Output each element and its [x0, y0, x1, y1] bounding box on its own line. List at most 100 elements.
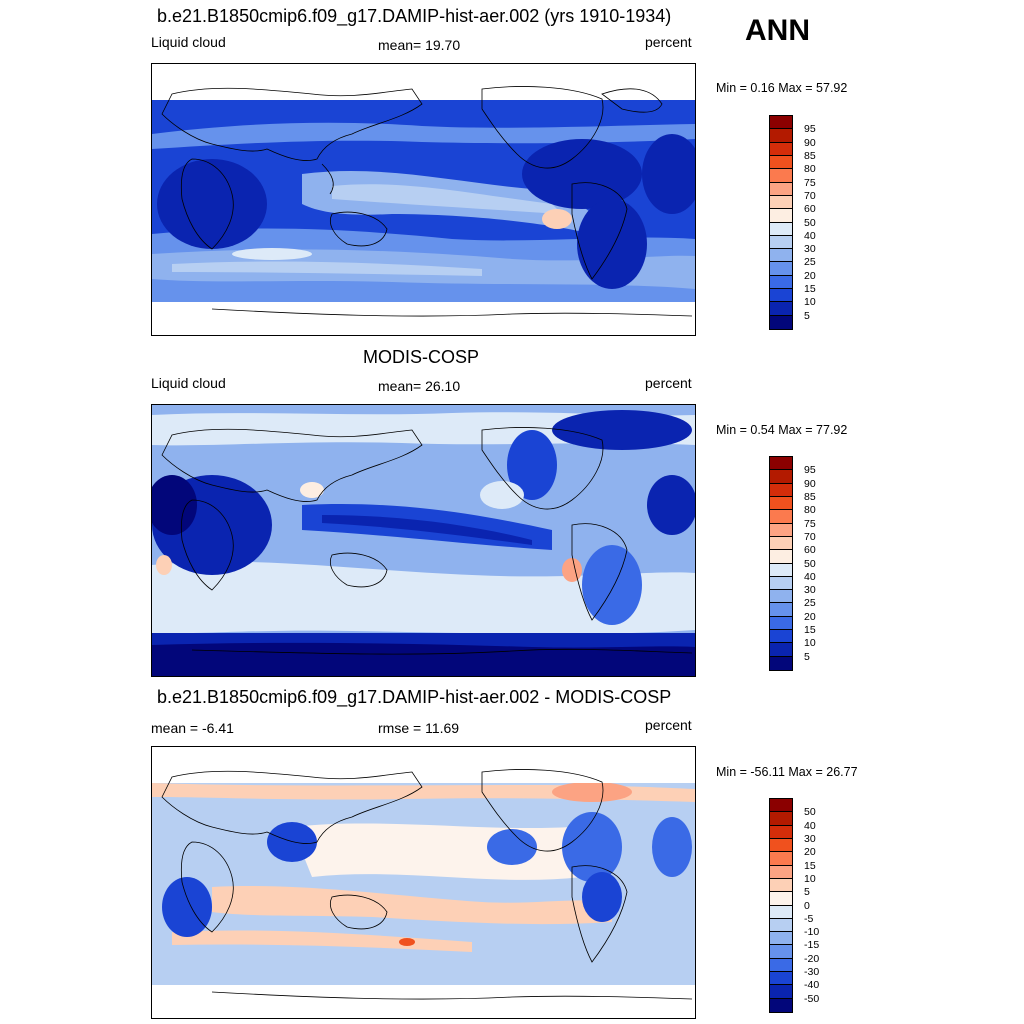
colorbar-swatch [770, 302, 792, 316]
field-band [172, 930, 472, 952]
colorbar-swatch [770, 905, 792, 919]
colorbar-tick-label: 5 [804, 650, 810, 663]
field-core [487, 829, 537, 865]
panel-3-colorbar: 50 40 30 20 15 10 5 0 -5 -10 -15 -20 -30 -40 -50 [769, 798, 819, 1013]
colorbar-swatch [770, 865, 792, 879]
colorbar-tick-label: 85 [804, 490, 816, 503]
colorbar-tick-label: -50 [804, 992, 820, 1005]
colorbar-swatch [770, 142, 792, 156]
colorbar-swatch [770, 289, 792, 303]
panel-1-map [151, 63, 696, 336]
colorbar-swatch [770, 182, 792, 196]
field-core [582, 545, 642, 625]
panel-1-colorbar: 95 90 85 80 75 70 60 50 40 30 25 20 15 10 5 [769, 115, 816, 330]
panel-2-colorbar: 95 90 85 80 75 70 60 50 40 30 25 20 15 10 5 [769, 456, 816, 671]
colorbar-swatch [770, 838, 792, 853]
colorbar-tick-label: 30 [804, 243, 816, 256]
colorbar-tick-label: -10 [804, 926, 820, 939]
panel-1-variable-label: Liquid cloud [151, 34, 226, 50]
field-spot [156, 555, 172, 575]
colorbar-swatch [770, 590, 792, 604]
panel-1-map-plot [152, 64, 695, 335]
colorbar-swatch [770, 249, 792, 263]
colorbar-swatch [770, 275, 792, 290]
colorbar-swatch [770, 656, 792, 670]
field-spot [300, 482, 324, 498]
panel-3-units-label: percent [645, 717, 692, 733]
colorbar-swatch [770, 550, 792, 564]
colorbar-tick-label: 80 [804, 163, 816, 176]
field-spot [480, 481, 524, 509]
colorbar-swatch [770, 576, 792, 591]
colorbar-swatch [770, 932, 792, 946]
field-band [152, 561, 695, 634]
field-core [652, 817, 692, 877]
coastlines [161, 427, 693, 655]
field-band [152, 642, 695, 676]
field-band [322, 515, 532, 545]
panel-3-map-plot [152, 747, 695, 1018]
colorbar-swatch [770, 985, 792, 999]
colorbar-tick-label: 40 [804, 819, 816, 832]
colorbar-swatch [770, 972, 792, 986]
south-mask [152, 302, 695, 335]
colorbar-swatch [770, 510, 792, 524]
panel-2-title: MODIS-COSP [363, 347, 480, 367]
panel-1-title: b.e21.B1850cmip6.f09_g17.DAMIP-hist-aer.… [157, 6, 672, 26]
colorbar-tick-label: 10 [804, 872, 816, 885]
colorbar-tick-label: 40 [804, 229, 816, 242]
field-spot [552, 782, 632, 802]
field-core [577, 199, 647, 289]
colorbar-swatch [770, 222, 792, 236]
colorbar-tick-label: 70 [804, 189, 816, 202]
colorbar-swatch [770, 129, 792, 143]
colorbar-swatch [770, 852, 792, 866]
colorbar-tick-label: 60 [804, 544, 816, 557]
north-mask [152, 747, 695, 783]
colorbar-tick-label: 95 [804, 123, 816, 136]
colorbar-swatch [770, 616, 792, 631]
panel-1-mean-label: mean= 19.70 [378, 37, 461, 53]
panel-3-min-max: Min = -56.11 Max = 26.77 [716, 765, 858, 779]
panel-2-map [151, 404, 696, 677]
field-core [647, 475, 695, 535]
field-band [172, 261, 482, 276]
field-core [642, 134, 695, 214]
colorbar-swatch [770, 825, 792, 839]
panel-3-rmse-label: rmse = 11.69 [378, 720, 460, 736]
coastlines [161, 769, 693, 1000]
colorbar-tick-label: 10 [804, 296, 816, 309]
colorbar-swatch [770, 496, 792, 511]
colorbar-swatch [770, 878, 792, 893]
colorbar-swatch [770, 892, 792, 906]
colorbar-swatch [770, 958, 792, 973]
colorbar-tick-label: 20 [804, 846, 816, 859]
field-core [562, 812, 622, 882]
colorbar-swatch [770, 945, 792, 959]
colorbar-tick-label: 5 [804, 309, 810, 322]
field-band [332, 184, 562, 214]
colorbar-swatch [770, 998, 792, 1012]
colorbar-tick-label: 25 [804, 256, 816, 269]
colorbar-tick-label: 15 [804, 283, 816, 296]
colorbar-tick-label: 70 [804, 530, 816, 543]
field-band [212, 885, 612, 925]
colorbar-tick-label: 75 [804, 176, 816, 189]
colorbar-tick-label: -40 [804, 979, 820, 992]
colorbar-swatch [770, 630, 792, 644]
colorbar-swatch [770, 523, 792, 537]
colorbar-swatch [770, 799, 792, 813]
field-core [552, 410, 692, 450]
field-spot [399, 938, 415, 946]
coastlines [161, 86, 693, 317]
field-core [162, 877, 212, 937]
colorbar-tick-label: 50 [804, 806, 816, 819]
panel-2-units-label: percent [645, 375, 692, 391]
panel-2-min-max: Min = 0.54 Max = 77.92 [716, 423, 848, 437]
colorbar-tick-label: -20 [804, 952, 820, 965]
colorbar-swatch [770, 195, 792, 210]
colorbar-swatch [770, 812, 792, 826]
colorbar-tick-label: 90 [804, 477, 816, 490]
colorbar-tick-label: 5 [804, 886, 810, 899]
colorbar-tick-label: 50 [804, 557, 816, 570]
